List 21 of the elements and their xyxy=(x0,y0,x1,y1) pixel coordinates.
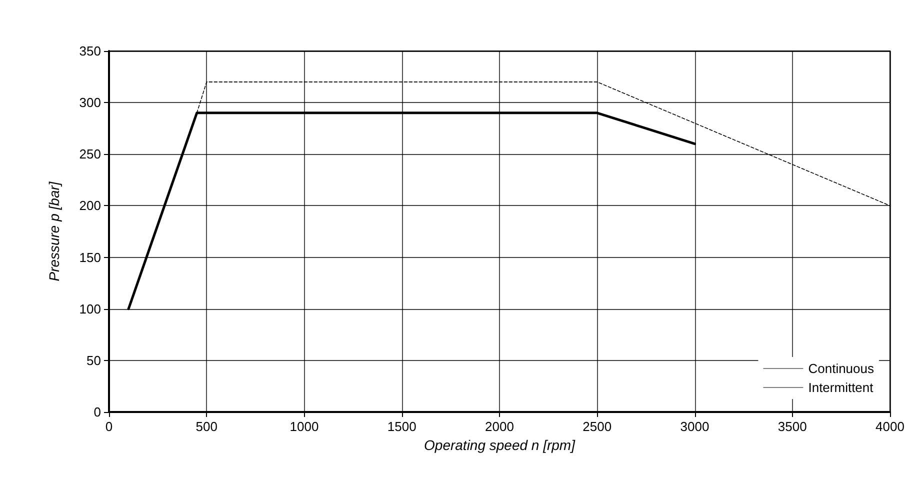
x-tick-label: 4000 xyxy=(876,419,904,434)
y-tick-label: 100 xyxy=(79,301,101,316)
y-axis-title: Pressure p [bar] xyxy=(46,180,62,282)
y-tick-label: 250 xyxy=(79,146,101,162)
y-tick-label: 50 xyxy=(86,352,101,368)
x-tick-label: 2000 xyxy=(485,419,514,434)
x-tick-label: 3500 xyxy=(778,419,807,434)
y-tick-label: 0 xyxy=(94,404,101,420)
x-axis-title: Operating speed n [rpm] xyxy=(424,437,576,453)
y-tick-label: 150 xyxy=(79,250,101,265)
y-tick-label: 300 xyxy=(79,95,101,110)
x-tick-label: 2500 xyxy=(582,419,612,434)
legend-label: Continuous xyxy=(808,361,874,376)
x-tick-label: 500 xyxy=(196,419,218,434)
x-tick-label: 3000 xyxy=(680,419,710,434)
legend-label: Intermittent xyxy=(808,380,874,395)
y-tick-label: 350 xyxy=(79,44,101,58)
y-tick-label: 200 xyxy=(79,198,101,214)
x-tick-label: 0 xyxy=(105,419,113,434)
x-tick-label: 1000 xyxy=(290,419,319,434)
x-tick-label: 1500 xyxy=(387,419,416,434)
